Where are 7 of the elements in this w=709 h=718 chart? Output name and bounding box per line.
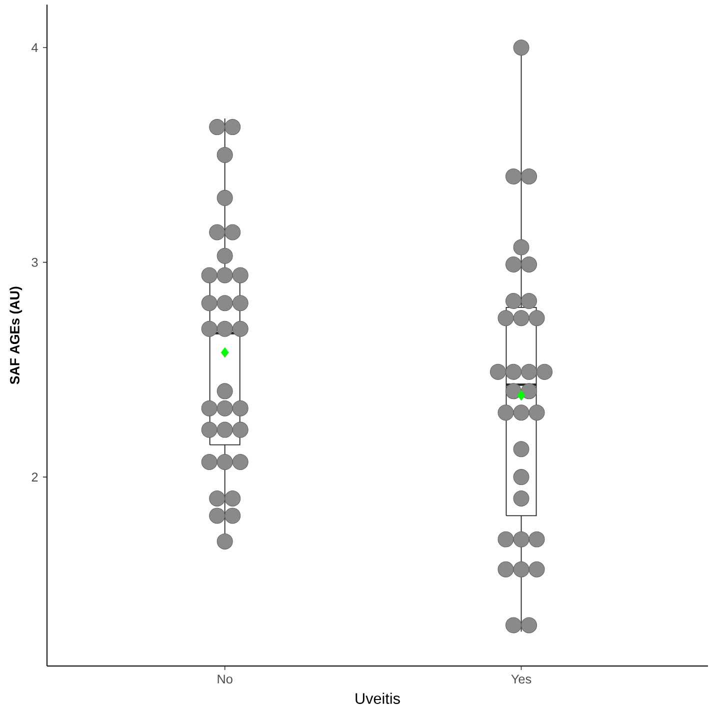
y-tick-label: 2 xyxy=(32,472,38,482)
x-axis-title: Uveitis xyxy=(356,692,400,704)
x-tick-label: No xyxy=(218,674,233,684)
x-tick-label: Yes xyxy=(511,674,532,684)
y-tick-label: 4 xyxy=(32,43,38,52)
y-tick-label: 3 xyxy=(32,258,38,267)
y-axis-title: SAF AGEs (AU) xyxy=(10,286,22,384)
